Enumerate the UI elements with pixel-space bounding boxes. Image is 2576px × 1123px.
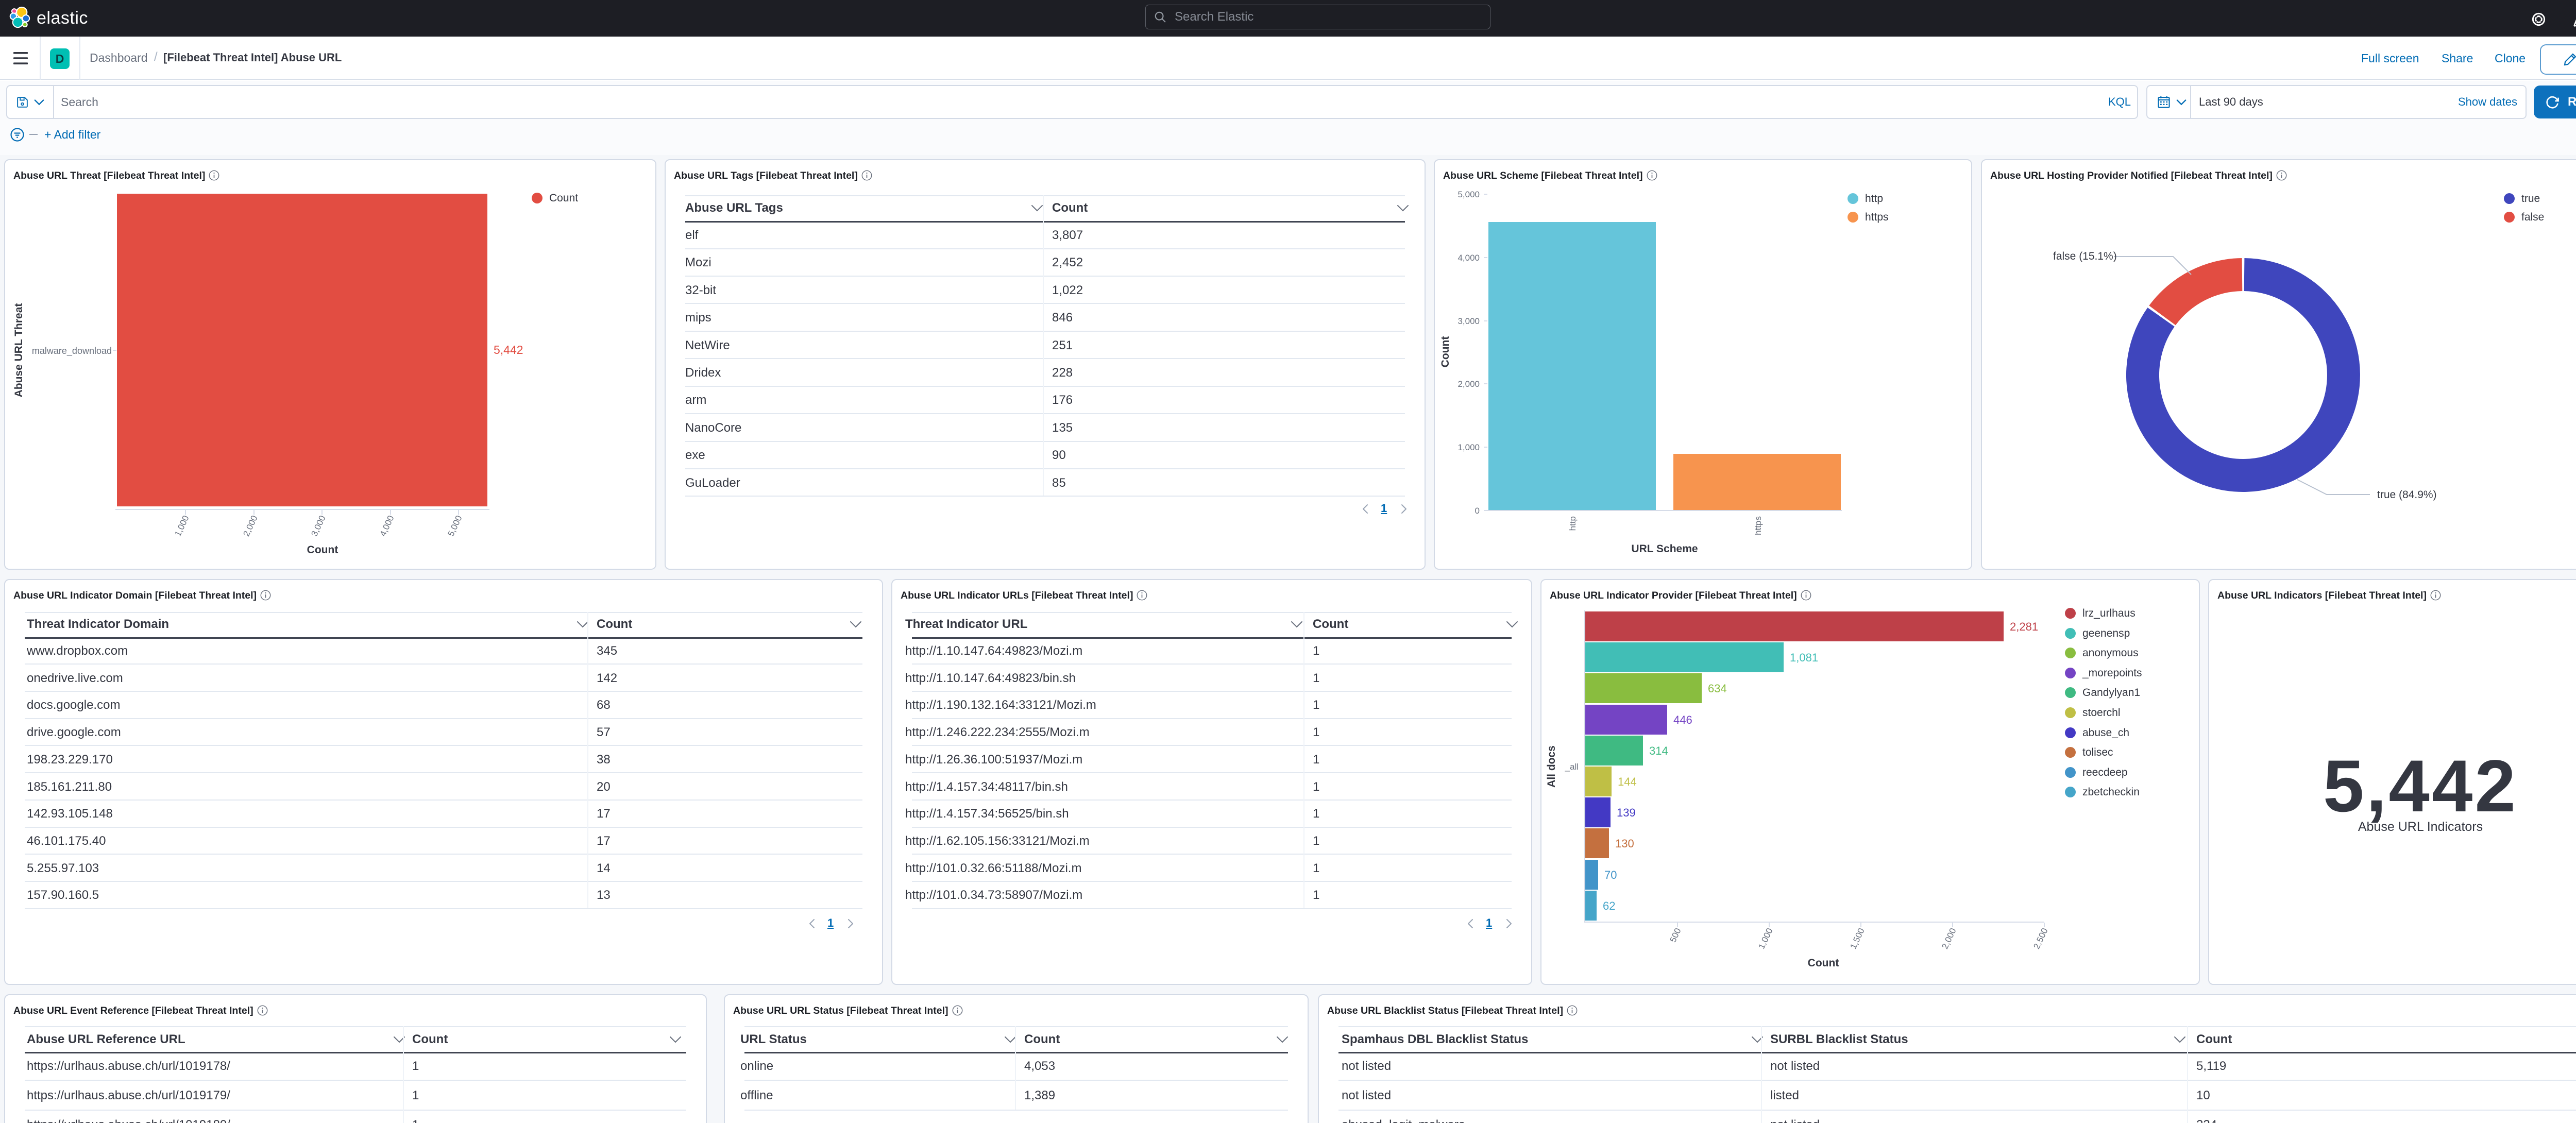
svg-text:2,000: 2,000: [1940, 927, 1958, 951]
svg-text:4,000: 4,000: [378, 514, 396, 538]
svg-text:Count: Count: [307, 544, 338, 556]
svg-text:_all: _all: [1565, 762, 1579, 772]
svg-text:5,000: 5,000: [446, 514, 464, 538]
svg-text:5,000: 5,000: [1458, 190, 1480, 199]
svg-text:Abuse URL Threat: Abuse URL Threat: [13, 303, 25, 398]
svg-text:2,000: 2,000: [241, 514, 259, 538]
svg-text:https: https: [1753, 516, 1763, 535]
svg-text:2,500: 2,500: [2031, 927, 2049, 951]
svg-text:3,000: 3,000: [1458, 316, 1480, 326]
svg-text:1,500: 1,500: [1848, 927, 1866, 951]
svg-text:500: 500: [1668, 927, 1683, 944]
svg-text:http: http: [1568, 516, 1578, 531]
svg-text:Count: Count: [1808, 957, 1839, 969]
svg-text:3,000: 3,000: [309, 514, 327, 538]
svg-text:malware_download: malware_download: [32, 346, 112, 356]
svg-text:4,000: 4,000: [1458, 253, 1480, 263]
svg-text:Count: Count: [1439, 336, 1451, 368]
svg-text:URL Scheme: URL Scheme: [1631, 543, 1698, 555]
svg-text:All docs: All docs: [1546, 745, 1557, 788]
svg-text:1,000: 1,000: [1756, 927, 1774, 951]
svg-text:0: 0: [1475, 506, 1480, 516]
svg-text:1,000: 1,000: [1458, 443, 1480, 452]
svg-text:1,000: 1,000: [173, 514, 191, 538]
svg-text:2,000: 2,000: [1458, 379, 1480, 389]
